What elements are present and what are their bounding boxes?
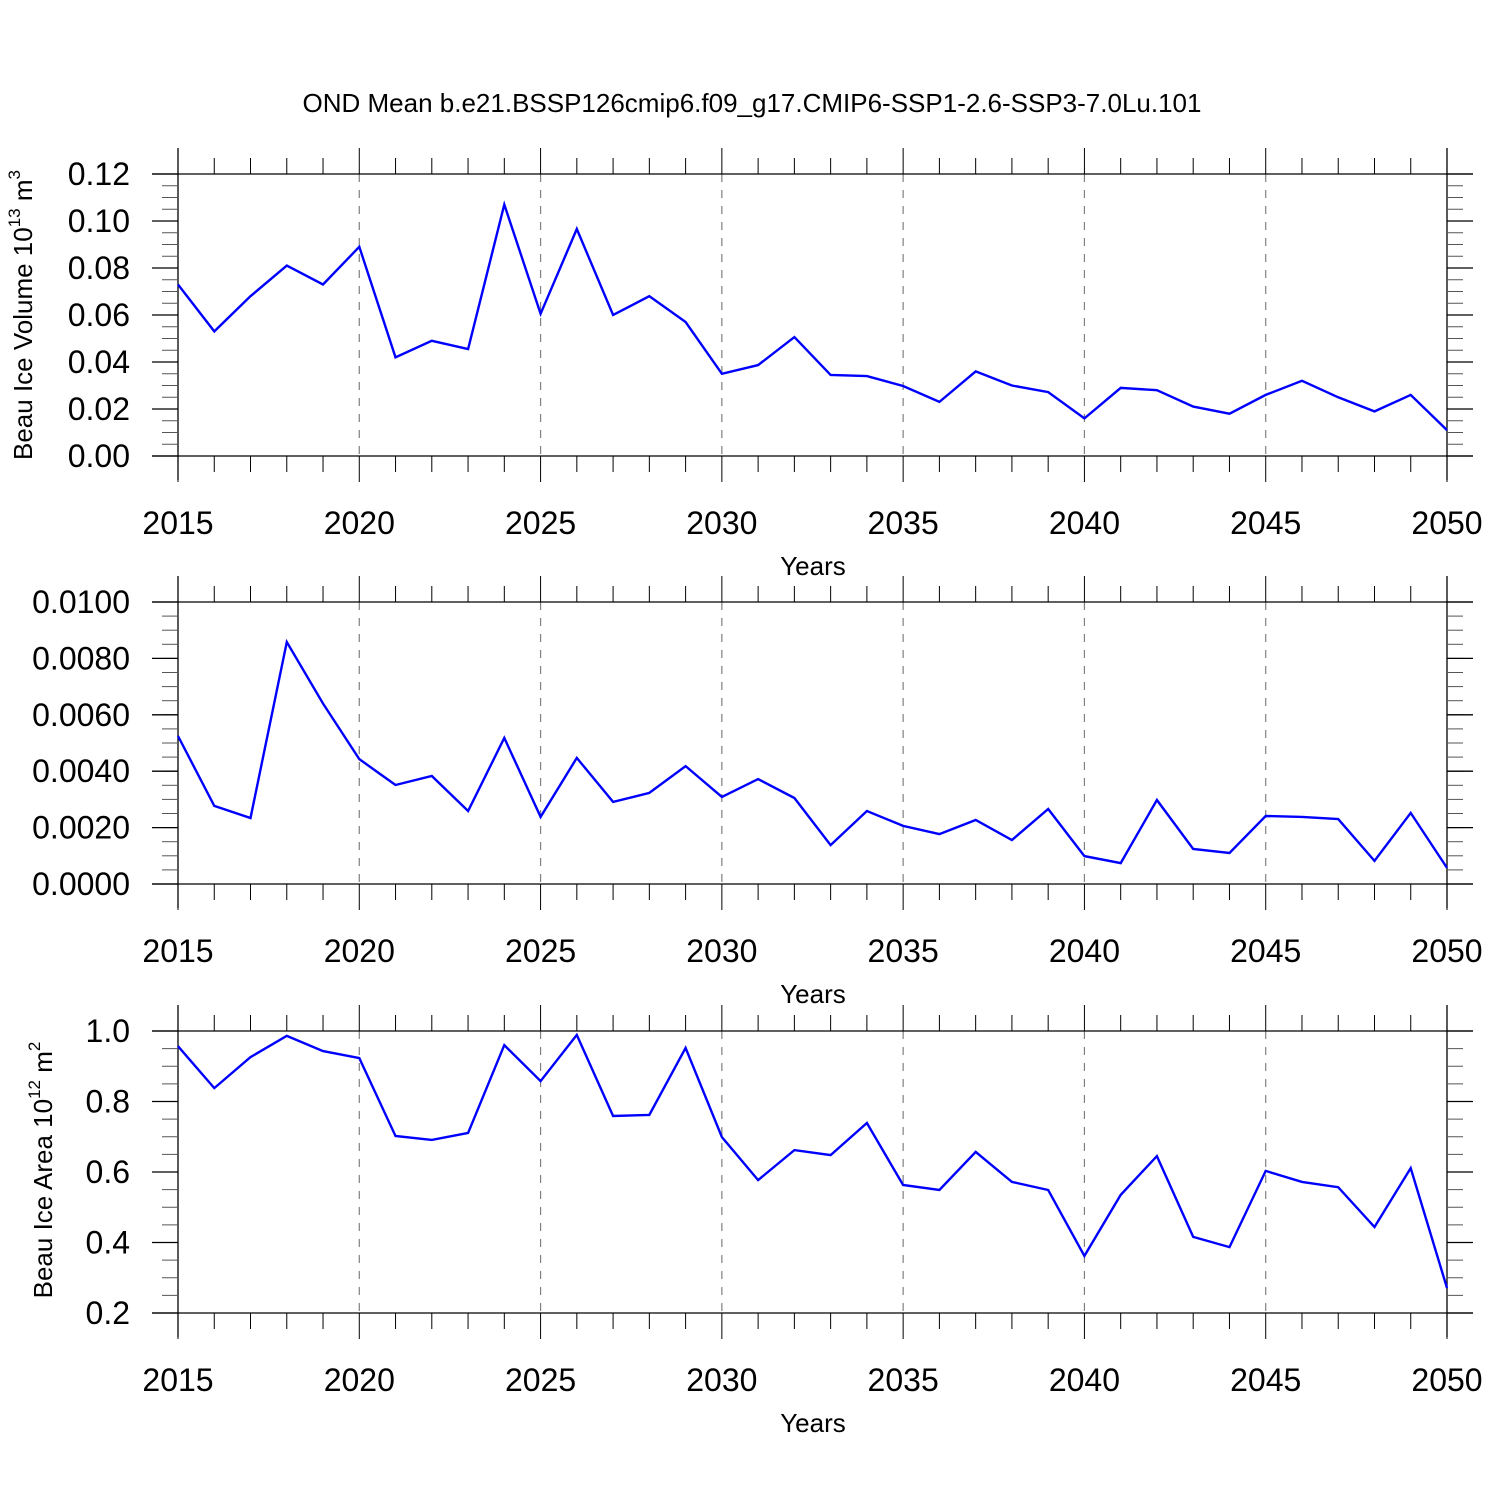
x-tick-label: 2050 <box>1411 933 1482 969</box>
x-axis-label: Years <box>780 979 846 1009</box>
chart-title: OND Mean b.e21.BSSP126cmip6.f09_g17.CMIP… <box>303 88 1202 118</box>
y-label-unit: m <box>28 1051 58 1080</box>
x-tick-label: 2045 <box>1230 505 1301 541</box>
x-tick-label: 2015 <box>142 505 213 541</box>
y-tick-label: 0.0100 <box>32 584 130 620</box>
y-tick-label: 1.0 <box>86 1013 130 1049</box>
y-axis-label: Beau Ice Volume 1013 m3 <box>5 170 38 460</box>
panel-3: 2015 2020 2025 2030 2035 2040 2045 2050 Years 0.2… <box>25 1005 1483 1438</box>
y-axis-label: Beau Ice Area 1012 m2 <box>25 1042 58 1299</box>
x-tick-label: 2035 <box>868 933 939 969</box>
x-tick-label: 2015 <box>142 933 213 969</box>
y-label-unit: m <box>8 179 38 208</box>
y-tick-label: 0.6 <box>86 1154 130 1190</box>
y-label-unit-exp: 3 <box>5 170 24 179</box>
y-label-exp: 13 <box>5 208 24 227</box>
x-tick-label: 2025 <box>505 505 576 541</box>
x-tick-label: 2020 <box>324 1362 395 1398</box>
y-label-main: Beau Ice Volume 10 <box>8 227 38 460</box>
x-tick-label: 2050 <box>1411 505 1482 541</box>
y-tick-label: 0.00 <box>68 438 130 474</box>
panel-2: 2015 2020 2025 2030 2035 2040 2045 2050 Years 0.0… <box>0 576 1483 1009</box>
x-tick-label: 2040 <box>1049 505 1120 541</box>
y-tick-label: 0.8 <box>86 1084 130 1120</box>
y-label-exp: 12 <box>25 1080 44 1099</box>
x-tick-label: 2050 <box>1411 1362 1482 1398</box>
x-tick-label: 2040 <box>1049 1362 1120 1398</box>
x-tick-label: 2020 <box>324 933 395 969</box>
y-tick-label: 0.0080 <box>32 640 130 676</box>
x-tick-label: 2035 <box>868 505 939 541</box>
x-tick-label: 2025 <box>505 933 576 969</box>
y-label-unit: m <box>0 594 2 623</box>
x-tick-label: 2015 <box>142 1362 213 1398</box>
y-tick-label: 0.0000 <box>32 866 130 902</box>
x-tick-label: 2045 <box>1230 1362 1301 1398</box>
y-label-unit-exp: 2 <box>25 1042 44 1051</box>
series-line <box>177 1032 1449 1289</box>
x-tick-label: 2035 <box>868 1362 939 1398</box>
y-label-main: Beau Snow Volume 10 <box>0 642 2 905</box>
x-axis-label: Years <box>780 1408 846 1438</box>
x-tick-label: 2020 <box>324 505 395 541</box>
y-tick-label: 0.04 <box>68 344 130 380</box>
y-tick-label: 0.0060 <box>32 697 130 733</box>
y-tick-label: 0.02 <box>68 391 130 427</box>
y-tick-label: 0.08 <box>68 250 130 286</box>
x-tick-label: 2030 <box>686 1362 757 1398</box>
y-tick-label: 0.10 <box>68 203 130 239</box>
x-tick-label: 2025 <box>505 1362 576 1398</box>
x-tick-label: 2030 <box>686 933 757 969</box>
x-tick-label: 2030 <box>686 505 757 541</box>
y-tick-label: 0.12 <box>68 156 130 192</box>
y-tick-label: 0.0020 <box>32 810 130 846</box>
y-label-main: Beau Ice Area 10 <box>28 1099 58 1298</box>
series-line <box>176 638 1449 869</box>
y-tick-label: 0.2 <box>86 1295 130 1331</box>
y-tick-label: 0.06 <box>68 297 130 333</box>
series-line <box>177 200 1448 431</box>
x-tick-label: 2045 <box>1230 933 1301 969</box>
y-axis-label: Beau Snow Volume 1013 m3 <box>0 585 2 905</box>
x-axis-label: Years <box>780 551 846 581</box>
x-tick-label: 2040 <box>1049 933 1120 969</box>
y-tick-label: 0.0040 <box>32 753 130 789</box>
panel-1: 2015 2020 2025 2030 2035 2040 2045 2050 Years 0.0… <box>5 148 1483 581</box>
y-tick-label: 0.4 <box>86 1225 130 1261</box>
